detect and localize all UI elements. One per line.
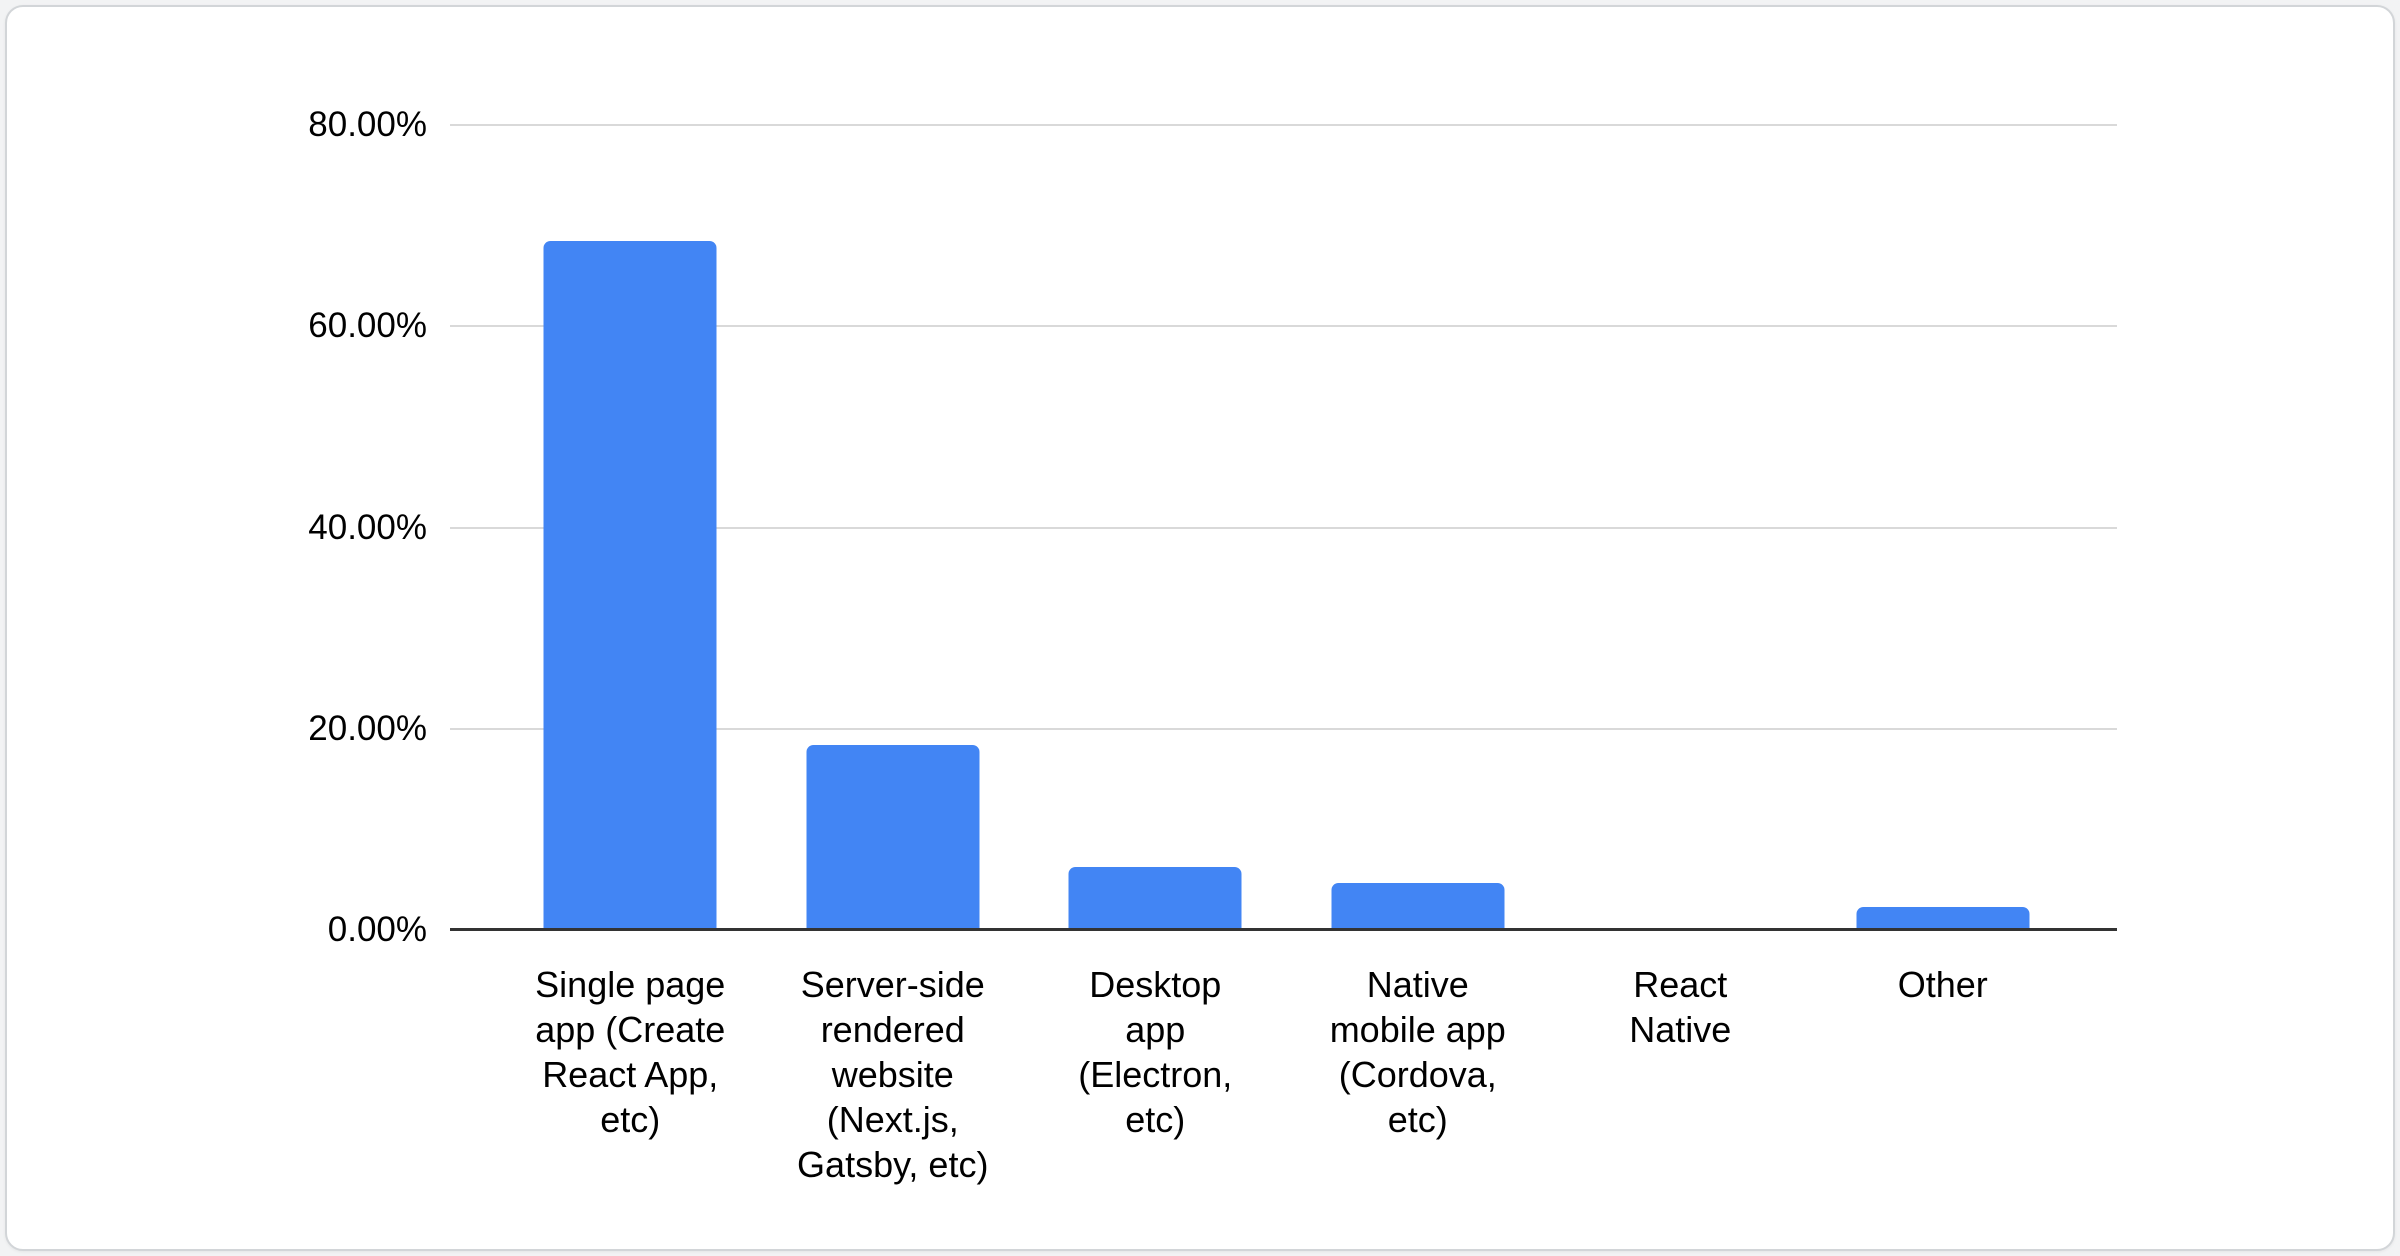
bar-2[interactable]: [806, 745, 980, 930]
gridline-20: [450, 727, 2117, 730]
y-axis-tick-label: 0.00%: [327, 910, 427, 949]
x-axis-category-label: Server-side rendered website (Next.js, G…: [797, 964, 989, 1185]
gridline-80: [450, 124, 2117, 126]
bar-column: Desktop app (Electron, etc): [1024, 125, 1287, 1140]
plot-area: Single page app (Create React App, etc) S…: [450, 124, 2117, 1185]
bar-column: Other: [1812, 125, 2075, 1005]
y-axis-tick-label: 80.00%: [308, 105, 427, 144]
x-axis-category-label: React Native: [1629, 964, 1732, 1050]
bar-column: Server-side rendered website (Next.js, G…: [762, 125, 1025, 1185]
bar-1[interactable]: [543, 241, 717, 930]
y-axis-tick-label: 60.00%: [308, 306, 427, 346]
gridline-40: [450, 526, 2117, 529]
bar-column: Single page app (Create React App, etc): [499, 125, 762, 1140]
y-axis-tick-label: 40.00%: [308, 507, 427, 547]
chart-card: Single page app (Create React App, etc) S…: [5, 5, 2395, 1251]
bar-column: Native mobile app (Cordova, etc): [1287, 125, 1550, 1140]
bar-4[interactable]: [1331, 883, 1505, 930]
x-axis-category-label: Single page app (Create React App, etc): [535, 964, 726, 1140]
bar-3[interactable]: [1068, 867, 1242, 930]
x-axis-category-label: Other: [1897, 964, 1988, 1005]
x-axis-category-label: Desktop app (Electron, etc): [1078, 964, 1233, 1140]
bars-layer: Single page app (Create React App, etc) S…: [499, 125, 2075, 1185]
x-axis-category-label: Native mobile app (Cordova, etc): [1329, 964, 1506, 1140]
bar-column: React Native: [1549, 125, 1812, 1050]
gridline-60: [450, 325, 2117, 328]
y-axis-tick-label: 20.00%: [308, 708, 427, 748]
x-axis-line: [450, 928, 2117, 931]
bar-6[interactable]: [1856, 907, 2030, 930]
